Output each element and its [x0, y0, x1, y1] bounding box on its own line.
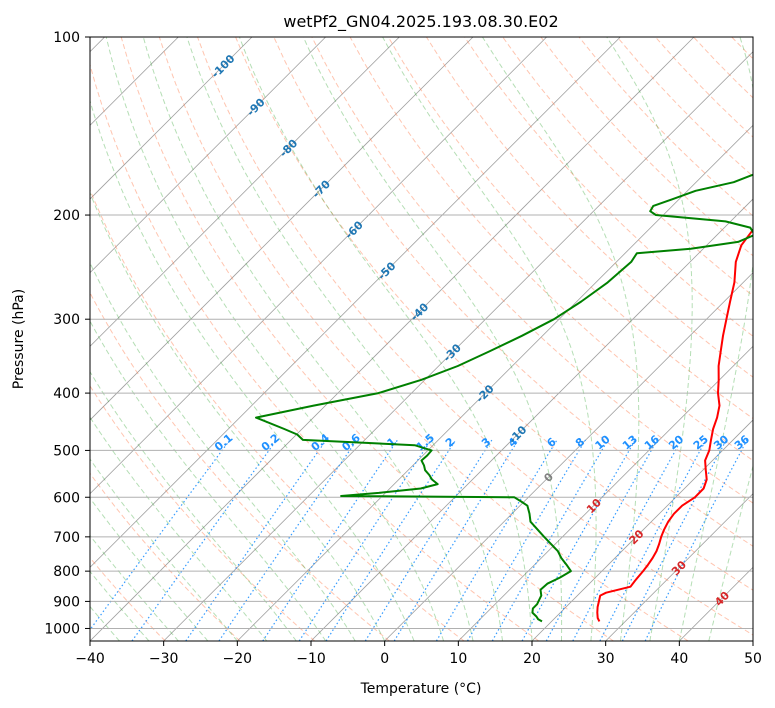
isotherm-line [605, 493, 753, 641]
moist-adiabat-line [90, 416, 268, 641]
isotherm-line [163, 51, 753, 641]
dry-adiabat-line [770, 37, 775, 641]
mixing-ratio-line [185, 439, 327, 641]
background-lines [90, 37, 775, 641]
dry-adiabat-line [158, 37, 689, 641]
dry-adiabat-line [425, 37, 753, 378]
isotherm-line [90, 37, 474, 421]
x-axis-label: Temperature (°C) [360, 681, 482, 697]
dry-adiabat-line [120, 37, 614, 641]
y-tick-label: 100 [53, 30, 80, 46]
dry-adiabat-line [90, 556, 166, 641]
y-tick-label: 200 [53, 208, 80, 224]
moist-adiabat-line [238, 37, 533, 641]
moist-adiabat-line [382, 37, 597, 641]
x-tick-label: 40 [670, 651, 688, 667]
mixing-ratio-line [466, 439, 587, 641]
y-tick-label: 900 [53, 594, 80, 610]
mixing-ratio-line [90, 439, 231, 631]
y-axis-label: Pressure (hPa) [11, 289, 27, 389]
moist-adiabat-line [708, 464, 753, 641]
plot-area-background [90, 37, 753, 641]
moist-adiabat-line [678, 37, 753, 641]
isotherm-line [90, 37, 621, 568]
moist-adiabat-line [481, 37, 640, 641]
moist-adiabat-line [90, 458, 238, 641]
mixing-ratio-line [262, 439, 399, 641]
sounding-profiles [255, 173, 753, 623]
isotherm-line [90, 37, 547, 495]
isotherm-line [90, 37, 400, 347]
plot-area-frame [89, 36, 754, 642]
isotherm-line [752, 640, 753, 641]
y-tick-label: 400 [53, 386, 80, 402]
isotherm-line [458, 345, 753, 641]
isotherm-line [384, 272, 753, 641]
mixing-ratio-line [325, 439, 457, 641]
moist-adiabat-line [142, 37, 474, 641]
moist-adiabat-line [186, 37, 503, 641]
isotherm-line [90, 37, 253, 200]
x-tick-label: −30 [149, 651, 179, 667]
mixing-ratio-line [545, 439, 658, 641]
x-tick-label: 20 [523, 651, 541, 667]
y-tick-label: 500 [53, 443, 80, 459]
dry-adiabat-line [197, 37, 753, 636]
mixing-ratio-line [218, 439, 358, 641]
mixing-ratio-line [364, 439, 493, 641]
dry-adiabat-line [90, 384, 316, 641]
x-tick-label: 10 [449, 651, 467, 667]
mixing-ratio-line [393, 439, 519, 641]
dry-adiabat-line [90, 62, 540, 641]
dry-adiabat-line [349, 37, 753, 462]
dry-adiabat-line [90, 291, 390, 641]
chart-title: wetPf2_GN04.2025.193.08.30.E02 [283, 12, 558, 32]
moist-adiabat-line [90, 320, 327, 641]
dewpoint-profile-line [255, 173, 753, 623]
y-tick-label: 600 [53, 490, 80, 506]
dry-adiabat-line [90, 472, 241, 641]
isotherm-line [90, 37, 326, 274]
x-tick-label: 30 [597, 651, 615, 667]
dry-adiabat-line [235, 37, 753, 591]
moist-adiabat-line [90, 191, 386, 641]
mixing-ratio-line [491, 439, 609, 641]
mixing-ratio-line [298, 439, 432, 641]
y-tick-label: 300 [53, 312, 80, 328]
mixing-ratio-line [435, 439, 558, 641]
moist-adiabat-line [105, 37, 445, 641]
isotherm-line [310, 198, 753, 641]
moist-adiabat-line [606, 37, 693, 641]
y-tick-label: 1000 [44, 621, 80, 637]
x-tick-label: 0 [380, 651, 389, 667]
axis-ticks: −40 −30 −20 −10 0 10 20 30 40 50 100 200 300 400 500 60… [44, 30, 762, 667]
y-tick-label: 800 [53, 564, 80, 580]
dry-adiabat-line [90, 188, 465, 641]
isotherm-line [237, 124, 753, 641]
temperature-profile-line [596, 228, 753, 622]
x-tick-label: 50 [744, 651, 762, 667]
moist-adiabat-line [302, 37, 563, 641]
isotherm-line [531, 419, 753, 641]
x-tick-label: −10 [296, 651, 326, 667]
mixing-ratio-line [521, 439, 636, 641]
mixing-ratio-line [644, 439, 748, 641]
y-tick-label: 700 [53, 530, 80, 546]
x-tick-label: −20 [223, 651, 253, 667]
moist-adiabat-line [90, 261, 356, 641]
isotherm-line [90, 37, 695, 641]
x-tick-label: −40 [75, 651, 105, 667]
dry-adiabat-line [273, 37, 753, 547]
